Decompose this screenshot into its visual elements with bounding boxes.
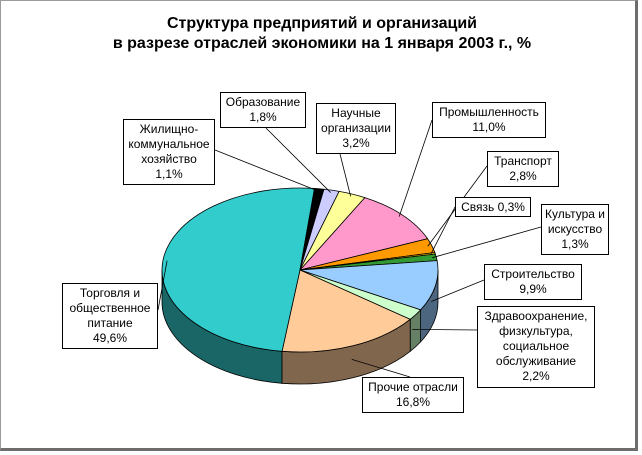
leader-line-culture xyxy=(432,226,542,259)
label-construction: Строительство 9,9% xyxy=(484,264,582,300)
label-education: Образование 1,8% xyxy=(220,92,306,128)
label-other: Прочие отрасли 16,8% xyxy=(362,377,464,413)
pie-slice-other xyxy=(281,269,411,353)
label-culture: Культура и искусство 1,3% xyxy=(541,204,609,255)
leader-line-communication xyxy=(430,206,456,254)
leader-line-other xyxy=(351,358,411,378)
leader-line-trade xyxy=(157,260,168,311)
pie-slice-construction xyxy=(299,260,439,311)
label-transport: Транспорт 2,8% xyxy=(487,151,559,187)
pie-slice-industry xyxy=(298,197,429,271)
pie-slice-science xyxy=(299,190,366,271)
leader-line-science xyxy=(339,153,352,197)
leader-line-education xyxy=(265,127,331,193)
chart-title-line-1: Структура предприятий и организаций xyxy=(167,15,477,32)
label-science: Научные организации 3,2% xyxy=(316,103,396,154)
label-health: Здравоохранение, физкультура, социальное… xyxy=(477,306,595,388)
label-industry: Промышленность 11,0% xyxy=(432,102,546,138)
leader-line-industry xyxy=(398,119,433,217)
leader-line-housing xyxy=(214,149,319,192)
label-trade: Торговля и общественное питание 49,6% xyxy=(62,283,158,349)
leader-line-health xyxy=(412,328,478,331)
label-housing: Жилищно- коммунальное хозяйство 1,1% xyxy=(123,119,215,185)
leader-line-construction xyxy=(431,279,485,302)
chart-title-line-2: в разрезе отраслей экономики на 1 января… xyxy=(112,35,532,52)
pie-slice-trade xyxy=(161,187,315,352)
label-communication: Связь 0,3% xyxy=(455,197,531,217)
